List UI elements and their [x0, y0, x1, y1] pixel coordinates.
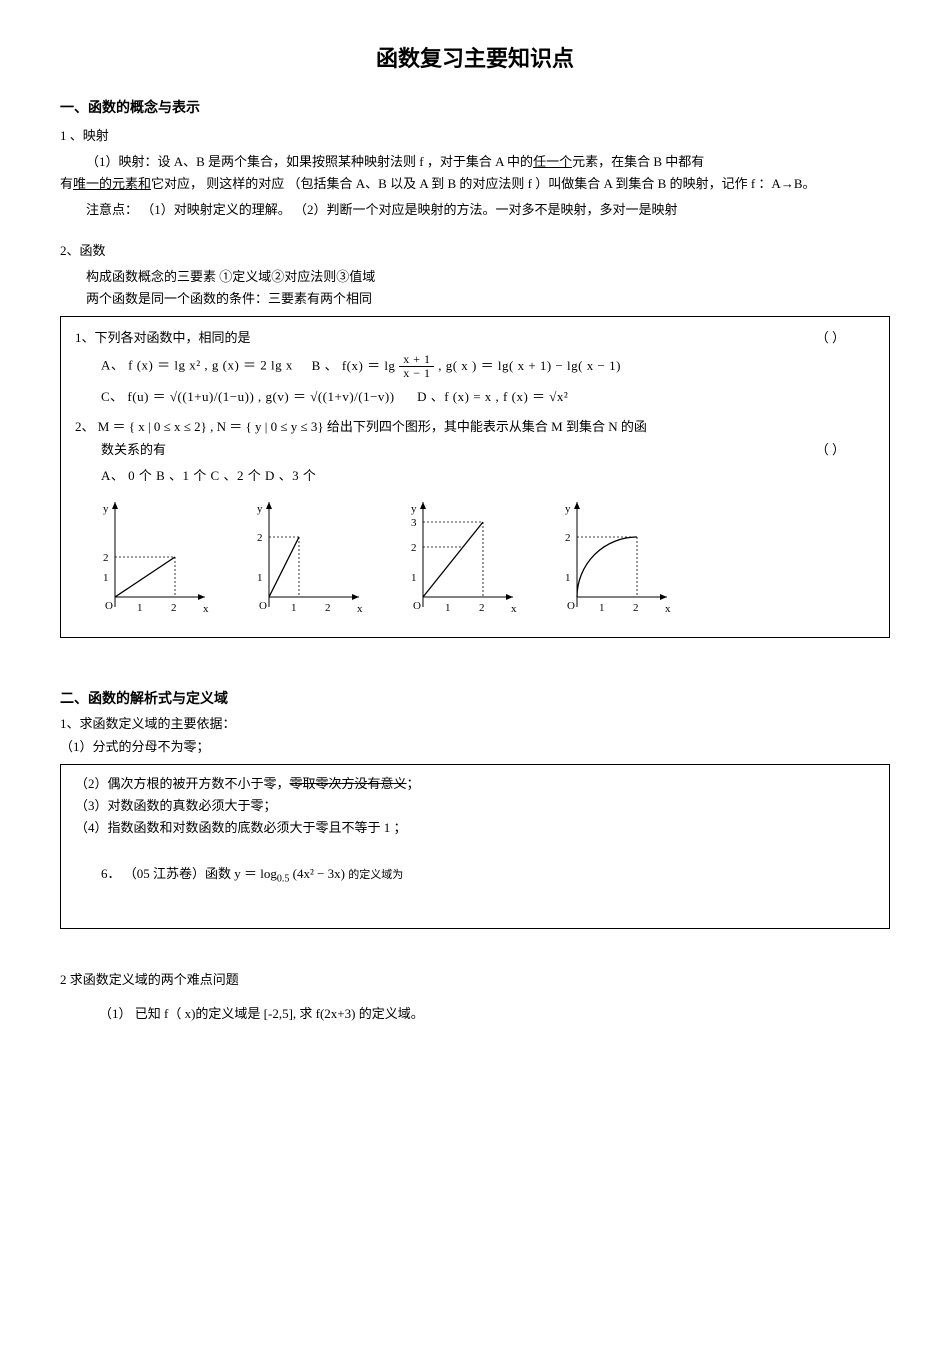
svg-text:O: O	[567, 600, 575, 612]
txt-u: 任一个	[533, 154, 572, 169]
func-same-cond: 两个函数是同一个函数的条件：三要素有两个相同	[60, 288, 890, 310]
graph-1: O x y 1 2 1 2	[95, 497, 215, 627]
sub-2-2-label: 2 求函数定义域的两个难点问题	[60, 969, 890, 991]
svg-text:2: 2	[633, 602, 639, 614]
txt: （2）偶次方根的被开方数不小于零，	[75, 776, 290, 791]
opt-c: C、 f(u) ＝ √((1+u)/(1−u)) , g(v) ＝ √((1+v…	[101, 389, 395, 404]
q2-lead-a: 2、 M ＝ { x | 0 ≤ x ≤ 2} , N ＝ { y | 0 ≤ …	[75, 419, 647, 434]
q1-opts-row1: A、 f (x) ＝ lg x² , g (x) ＝ 2 lg x B 、 f(…	[75, 353, 875, 380]
graph-2: O x y 1 2 1 2	[249, 497, 369, 627]
svg-text:3: 3	[411, 517, 417, 529]
opt-d: D 、f (x) = x , f (x) ＝ √x²	[417, 389, 568, 404]
svg-text:x: x	[665, 603, 671, 615]
section-1-heading: 一、函数的概念与表示	[60, 97, 890, 121]
txt: , g( x ) ＝ lg( x + 1) − lg( x − 1)	[438, 358, 621, 373]
dom-rule-4: （4）指数函数和对数函数的底数必须大于零且不等于 1 ；	[75, 817, 875, 839]
q2-lead-b: 数关系的有	[101, 442, 166, 457]
svg-text:2: 2	[325, 602, 331, 614]
graphs-row: O x y 1 2 1 2 O x y	[95, 497, 875, 627]
dom-hard-1: （1） 已知 f（ x)的定义域是 [-2,5], 求 f(2x+3) 的定义域…	[60, 1003, 890, 1025]
example-box-b: （2）偶次方根的被开方数不小于零，零取零次方没有意义； （3）对数函数的真数必须…	[60, 764, 890, 929]
txt: B 、 f(x) ＝ lg	[312, 358, 400, 373]
txt: 它对应， 则这样的对应 （包括集合 A、B 以及 A 到 B 的对应法则 f ）…	[151, 176, 815, 191]
q6-row: 6． （05 江苏卷）函数 y ＝ log0.5 (4x² − 3x) 的定义域…	[75, 863, 875, 888]
q6-b: (4x² − 3x)	[293, 866, 349, 881]
svg-text:y: y	[411, 503, 417, 515]
svg-text:O: O	[413, 600, 421, 612]
mapping-def-para-2: 有唯一的元素和它对应， 则这样的对应 （包括集合 A、B 以及 A 到 B 的对…	[60, 173, 890, 195]
txt: 有	[60, 176, 73, 191]
svg-text:1: 1	[411, 572, 417, 584]
svg-text:1: 1	[565, 572, 571, 584]
dom-rule-2: （2）偶次方根的被开方数不小于零，零取零次方没有意义；	[75, 773, 875, 795]
sub-1-1-label: 1 、映射	[60, 125, 890, 147]
svg-text:1: 1	[291, 602, 297, 614]
mapping-def-para: （1）映射：设 A、B 是两个集合，如果按照某种映射法则 f ，对于集合 A 中…	[60, 151, 890, 173]
q6-sub: 0.5	[277, 874, 290, 885]
txt-u: 唯一的元素和	[73, 176, 151, 191]
q6-a: 6． （05 江苏卷）函数 y ＝ log	[101, 866, 277, 881]
q1-lead: 1、下列各对函数中，相同的是 （ ）	[75, 327, 875, 349]
svg-text:y: y	[565, 503, 571, 515]
q2-opts: A、 0 个 B 、1 个 C 、2 个 D 、3 个	[75, 465, 875, 487]
svg-text:2: 2	[171, 602, 177, 614]
svg-text:x: x	[357, 603, 363, 615]
page-title: 函数复习主要知识点	[60, 40, 890, 77]
svg-text:x: x	[203, 603, 209, 615]
q6-c: 的定义域为	[348, 869, 403, 881]
svg-text:y: y	[103, 503, 109, 515]
sub-1-2-label: 2、函数	[60, 240, 890, 262]
svg-text:1: 1	[103, 572, 109, 584]
svg-text:O: O	[259, 600, 267, 612]
graph-4: O x y 1 2 1 2	[557, 497, 677, 627]
frac-top: x + 1	[399, 353, 434, 367]
svg-text:1: 1	[599, 602, 605, 614]
mapping-note: 注意点： （1）对映射定义的理解。 （2）判断一个对应是映射的方法。一对多不是映…	[60, 199, 890, 221]
svg-text:1: 1	[445, 602, 451, 614]
answer-paren: （ ）	[816, 439, 845, 461]
svg-text:O: O	[105, 600, 113, 612]
example-box-a: 1、下列各对函数中，相同的是 （ ） A、 f (x) ＝ lg x² , g …	[60, 316, 890, 638]
dom-rule-3: （3）对数函数的真数必须大于零；	[75, 795, 875, 817]
svg-text:1: 1	[257, 572, 263, 584]
q2-lead: 2、 M ＝ { x | 0 ≤ x ≤ 2} , N ＝ { y | 0 ≤ …	[75, 416, 875, 438]
txt: 元素，在集合 B 中都有	[572, 154, 704, 169]
answer-paren: （ ）	[816, 327, 845, 349]
svg-text:2: 2	[103, 552, 109, 564]
opt-a: A、 f (x) ＝ lg x² , g (x) ＝ 2 lg x	[101, 358, 293, 373]
txt: ；	[407, 776, 420, 791]
svg-text:2: 2	[565, 532, 571, 544]
svg-text:2: 2	[257, 532, 263, 544]
q1-opts-row2: C、 f(u) ＝ √((1+u)/(1−u)) , g(v) ＝ √((1+v…	[75, 386, 875, 408]
q2-lead-2: 数关系的有 （ ）	[75, 439, 875, 461]
q1-lead-text: 1、下列各对函数中，相同的是	[75, 330, 251, 345]
svg-text:2: 2	[411, 542, 417, 554]
opt-b: B 、 f(x) ＝ lg x + 1 x − 1 , g( x ) ＝ lg(…	[312, 358, 621, 373]
svg-text:x: x	[511, 603, 517, 615]
frac-bot: x − 1	[399, 367, 434, 380]
svg-text:2: 2	[479, 602, 485, 614]
section-2-heading: 二、函数的解析式与定义域	[60, 688, 890, 712]
svg-text:1: 1	[137, 602, 143, 614]
dom-rule-1: （1）分式的分母不为零；	[60, 736, 890, 758]
strike-text: 零取零次方没有意义	[290, 776, 407, 791]
txt: （1）映射：设 A、B 是两个集合，如果按照某种映射法则 f ，对于集合 A 中…	[86, 154, 533, 169]
sub-2-1-label: 1、求函数定义域的主要依据：	[60, 713, 890, 735]
svg-text:y: y	[257, 503, 263, 515]
func-3elements: 构成函数概念的三要素 ①定义域②对应法则③值域	[60, 266, 890, 288]
graph-3: O x y 1 2 1 2 3	[403, 497, 523, 627]
